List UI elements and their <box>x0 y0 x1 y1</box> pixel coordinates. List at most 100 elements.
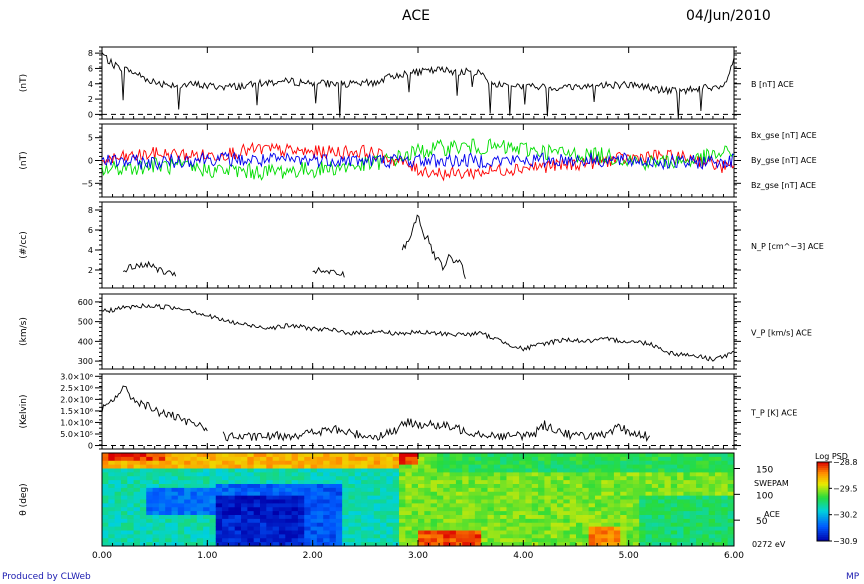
spectrogram-cell <box>165 538 172 543</box>
spectrogram-cell <box>367 522 375 528</box>
spectrogram-cell <box>165 480 172 485</box>
spectrogram-cell <box>304 495 311 500</box>
spectrogram-cell <box>531 472 539 477</box>
spectrogram-cell <box>209 468 217 473</box>
spectrogram-cell <box>582 538 590 543</box>
spectrogram-cell <box>291 491 299 497</box>
spectrogram-cell <box>291 468 299 473</box>
spectrogram-cell <box>430 499 438 504</box>
spectrogram-cell <box>234 522 242 528</box>
spectrogram-cell <box>253 515 261 520</box>
spectrogram-cell <box>278 472 286 477</box>
spectrogram-cell <box>285 456 292 462</box>
spectrogram-cell <box>102 487 109 493</box>
spectrogram-cell <box>670 511 678 516</box>
spectrogram-cell <box>683 526 691 531</box>
spectrogram-cell <box>222 518 229 524</box>
spectrogram-cell <box>297 480 305 485</box>
spectrogram-cell <box>569 464 577 469</box>
spectrogram-cell <box>108 515 116 520</box>
spectrogram-cell <box>620 518 627 524</box>
spectrogram-cell <box>380 538 387 543</box>
colorbar-segment <box>817 527 829 530</box>
spectrogram-cell <box>102 460 109 466</box>
spectrogram-cell <box>563 511 571 516</box>
spectrogram-cell <box>436 522 444 528</box>
spectrogram-cell <box>576 456 583 462</box>
spectrogram-cell <box>677 472 684 477</box>
spectrogram-cell <box>165 526 172 531</box>
spectrogram-cell <box>727 503 735 508</box>
spectrogram-cell <box>569 491 577 497</box>
spectrogram-cell <box>373 530 381 535</box>
spectrogram-cell <box>531 484 539 489</box>
spectrogram-cell <box>613 472 621 477</box>
spectrogram-cell <box>468 526 476 531</box>
spectrogram-cell <box>241 491 248 497</box>
spectrogram-cell <box>418 460 425 466</box>
spectrogram-cell <box>651 538 659 543</box>
spectrogram-cell <box>177 491 185 497</box>
spectrogram-cell <box>316 456 324 462</box>
spectrogram-cell <box>108 460 116 466</box>
spectrogram-cell <box>165 460 172 466</box>
spectrogram-cell <box>639 518 646 524</box>
spectrogram-cell <box>487 530 495 535</box>
spectrogram-cell <box>531 518 539 524</box>
spectrogram-cell <box>146 453 153 458</box>
spectrogram-cell <box>550 522 558 528</box>
spectrogram-cell <box>152 460 160 466</box>
spectrogram-cell <box>222 515 229 520</box>
spectrogram-cell <box>114 480 122 485</box>
spectrogram-cell <box>430 484 438 489</box>
spectrogram-cell <box>373 453 381 458</box>
spectrogram-cell <box>601 460 608 466</box>
spectrogram-cell <box>487 460 495 466</box>
spectrogram-cell <box>727 468 735 473</box>
spectrogram-cell <box>487 538 495 543</box>
spectrogram-cell <box>304 456 311 462</box>
spectrogram-cell <box>146 468 153 473</box>
spectrogram-cell <box>639 453 646 458</box>
spectrogram-cell <box>531 456 539 462</box>
spectrogram-cell <box>392 522 400 528</box>
spectrogram-cell <box>500 453 507 458</box>
spectrogram-cell <box>500 530 507 535</box>
spectrogram-cell <box>550 515 558 520</box>
spectrogram-cell <box>335 491 343 497</box>
spectrogram-cell <box>512 476 520 481</box>
spectrogram-cell <box>550 503 558 508</box>
spectrogram-cell <box>342 495 349 500</box>
spectrogram-cell <box>721 503 729 508</box>
spectrogram-cell <box>120 464 128 469</box>
spectrogram-cell <box>512 526 520 531</box>
spectrogram-cell <box>544 518 552 524</box>
spectrogram-cell <box>715 495 722 500</box>
spectrogram-cell <box>430 468 438 473</box>
spectrogram-cell <box>209 491 217 497</box>
spectrogram-cell <box>127 503 134 508</box>
spectrogram-cell <box>670 495 678 500</box>
spectrogram-cell <box>184 453 191 458</box>
spectrogram-cell <box>550 456 558 462</box>
spectrogram-cell <box>487 499 495 504</box>
spectrogram-cell <box>702 460 710 466</box>
spectrogram-cell <box>721 518 729 524</box>
spectrogram-cell <box>531 538 539 543</box>
spectrogram-cell <box>493 530 501 535</box>
spectrogram-cell <box>607 484 615 489</box>
spectrogram-cell <box>544 495 552 500</box>
spectrogram-cell <box>310 526 318 531</box>
spectrogram-cell <box>468 495 476 500</box>
spectrogram-cell <box>613 460 621 466</box>
spectrogram-cell <box>424 464 432 469</box>
spectrogram-cell <box>474 480 482 485</box>
spectrogram-cell <box>645 472 653 477</box>
spectrogram-cell <box>228 518 236 524</box>
spectrogram-cell <box>260 518 267 524</box>
spectrogram-cell <box>639 480 646 485</box>
spectrogram-cell <box>493 507 501 512</box>
panel-tp-tick-label: 1.5×10⁶ <box>60 407 93 416</box>
spectrogram-cell <box>696 511 703 516</box>
spectrogram-cell <box>234 503 242 508</box>
